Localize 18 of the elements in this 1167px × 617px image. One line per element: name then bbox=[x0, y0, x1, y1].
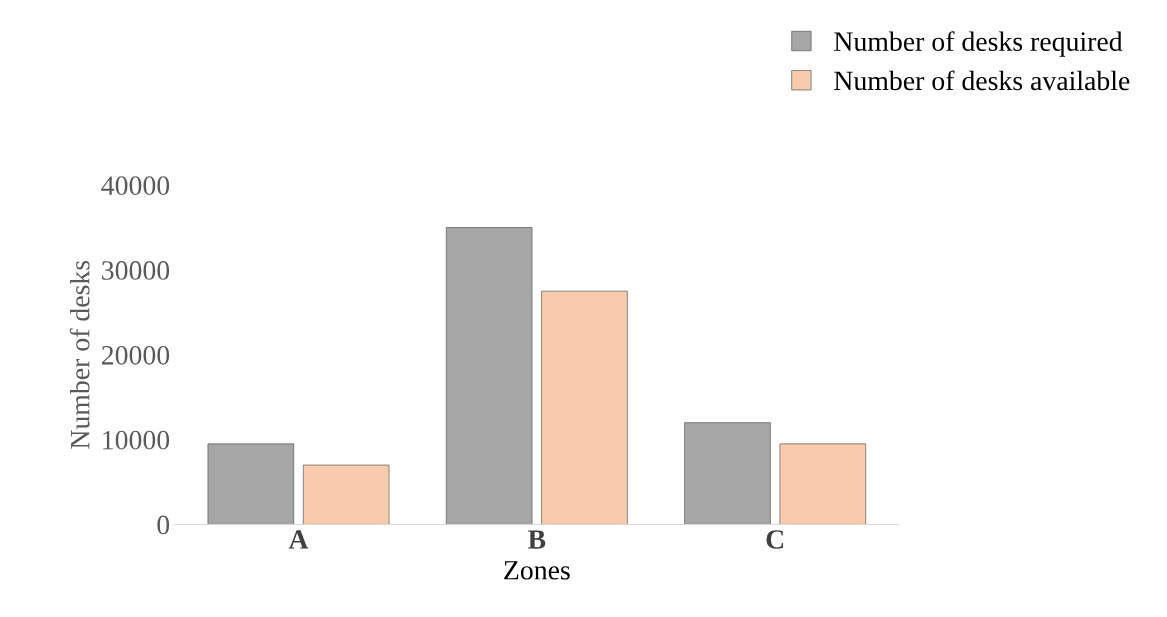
y-tick-label: 20000 bbox=[101, 345, 170, 365]
bar bbox=[541, 290, 628, 525]
x-tick-label: B bbox=[528, 530, 546, 549]
x-axis-title: Zones bbox=[504, 561, 570, 580]
bar bbox=[207, 443, 295, 525]
bar bbox=[779, 443, 867, 525]
bar bbox=[302, 464, 390, 525]
x-tick-label: C bbox=[766, 530, 784, 549]
y-tick-label: 40000 bbox=[101, 176, 170, 196]
y-axis-title: Number of desks bbox=[69, 260, 90, 449]
legend-label: Number of desks required bbox=[834, 31, 1123, 57]
bar bbox=[445, 227, 533, 525]
y-tick-label: 30000 bbox=[102, 261, 170, 280]
y-tick-label: 0 bbox=[157, 515, 170, 535]
x-tick-label: A bbox=[288, 530, 309, 549]
legend-label: Number of desks available bbox=[834, 70, 1130, 91]
y-tick-label: 10000 bbox=[103, 430, 170, 450]
bar bbox=[684, 422, 771, 525]
